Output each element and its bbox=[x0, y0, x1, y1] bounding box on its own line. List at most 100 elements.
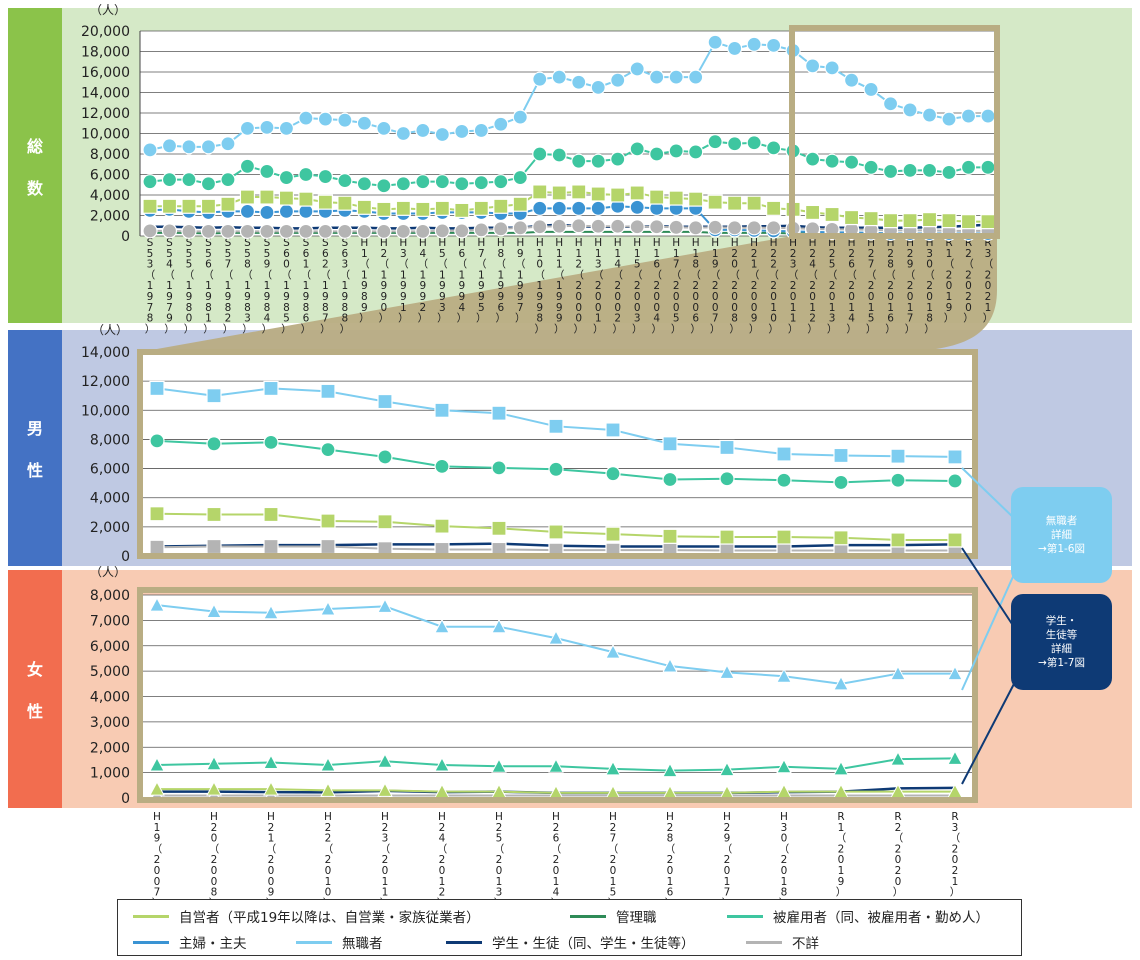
data-point-unknown bbox=[298, 223, 314, 239]
data-point-unknown bbox=[707, 219, 723, 235]
data-point-employed bbox=[882, 163, 899, 180]
y-tick-label: 6,000 bbox=[90, 639, 130, 655]
data-point-self-employed bbox=[707, 194, 723, 210]
data-point-employed bbox=[181, 172, 197, 188]
x-tick-label: R 2 （2 0 2 0） bbox=[963, 237, 974, 325]
data-point-self-employed bbox=[776, 529, 792, 545]
data-point-unemployed bbox=[377, 393, 393, 410]
x-tick-label: H 5 （1 9 9 3） bbox=[437, 237, 448, 325]
data-point-unemployed bbox=[662, 657, 678, 673]
data-point-employed bbox=[206, 755, 222, 771]
data-point-unemployed bbox=[263, 604, 279, 620]
data-point-employed bbox=[649, 146, 665, 162]
data-point-employed bbox=[473, 175, 489, 191]
data-point-employed bbox=[824, 153, 840, 169]
student-detail-callout[interactable]: 学生・ 生徒等 詳細 →第1-7図 bbox=[1011, 594, 1112, 690]
tab-male-char-1: 男 bbox=[26, 419, 43, 438]
data-point-self-employed bbox=[605, 526, 621, 542]
data-point-employed bbox=[263, 434, 279, 450]
y-tick-label: 18,000 bbox=[81, 45, 130, 61]
x-tick-label: H 1 （1 9 8 9） bbox=[359, 237, 370, 325]
data-point-self-employed bbox=[746, 195, 762, 211]
data-point-unemployed bbox=[947, 449, 963, 465]
data-point-unemployed bbox=[298, 110, 314, 126]
callout-pointer-unemployed-male bbox=[961, 467, 1017, 521]
data-point-unemployed bbox=[833, 675, 849, 691]
data-point-self-employed bbox=[149, 781, 165, 796]
data-point-unemployed bbox=[746, 36, 762, 52]
tab-total: 総 数 bbox=[8, 8, 62, 323]
data-point-employed bbox=[688, 144, 704, 160]
data-point-unemployed bbox=[491, 405, 507, 421]
legend-label-unemployed: 無職者 bbox=[342, 936, 383, 952]
data-point-unknown bbox=[239, 223, 256, 239]
data-point-unemployed bbox=[434, 402, 450, 418]
data-point-employed bbox=[377, 753, 393, 768]
data-point-unemployed bbox=[843, 72, 860, 88]
data-point-employed bbox=[149, 433, 165, 449]
data-point-unknown bbox=[206, 538, 222, 555]
data-point-employed bbox=[434, 174, 450, 190]
data-point-unemployed bbox=[149, 380, 165, 397]
data-point-employed bbox=[941, 164, 957, 181]
data-point-unknown bbox=[668, 219, 684, 235]
data-point-unknown bbox=[629, 219, 645, 235]
y-tick-label: 6,000 bbox=[90, 168, 130, 184]
data-point-employed bbox=[805, 151, 821, 167]
data-point-unemployed bbox=[149, 597, 165, 612]
data-point-unemployed bbox=[824, 60, 840, 76]
data-point-employed bbox=[142, 174, 158, 190]
data-point-employed bbox=[947, 473, 963, 489]
data-point-employed bbox=[512, 169, 528, 186]
data-point-self-employed bbox=[434, 518, 450, 534]
data-point-self-employed bbox=[727, 195, 743, 211]
data-point-unknown bbox=[493, 221, 509, 237]
data-point-employed bbox=[317, 168, 333, 185]
data-point-unemployed bbox=[473, 122, 489, 139]
x-tick-label: H 1 2 （2 0 0 0） bbox=[573, 237, 584, 335]
data-point-homemaker bbox=[259, 204, 275, 221]
data-point-self-employed bbox=[161, 198, 178, 214]
data-point-self-employed bbox=[415, 201, 431, 217]
data-point-unemployed bbox=[181, 139, 197, 155]
callout-pointer-unemployed-female bbox=[961, 569, 1017, 691]
tab-total-char-2: 数 bbox=[26, 178, 43, 198]
x-tick-label: H 2 （1 9 9 0） bbox=[379, 237, 390, 325]
data-point-employed bbox=[356, 176, 372, 192]
data-point-unknown bbox=[454, 223, 470, 239]
tab-female: 女 性 bbox=[8, 570, 62, 808]
data-point-self-employed bbox=[590, 186, 606, 202]
data-point-self-employed bbox=[947, 532, 963, 548]
data-point-unemployed bbox=[200, 139, 217, 155]
x-tick-label: S 5 9 （1 9 8 4） bbox=[262, 237, 273, 335]
data-point-unknown bbox=[434, 223, 450, 239]
data-point-self-employed bbox=[493, 198, 509, 214]
data-point-self-employed bbox=[610, 187, 626, 203]
y-tick-label: 10,000 bbox=[81, 127, 130, 143]
y-tick-label: 4,000 bbox=[90, 491, 130, 507]
data-point-unemployed bbox=[766, 37, 782, 53]
legend-item-student: 学生・生徒（同、学生・生徒等） bbox=[446, 932, 695, 952]
data-point-employed bbox=[206, 436, 222, 452]
y-tick-label: 20,000 bbox=[81, 24, 130, 40]
data-point-unemployed bbox=[727, 40, 743, 57]
x-tick-label: S 5 5 （1 9 8 0） bbox=[184, 237, 195, 335]
unemployed-detail-callout[interactable]: 無職者 詳細 →第1-6図 bbox=[1011, 487, 1112, 583]
data-point-employed bbox=[719, 761, 735, 777]
data-point-unemployed bbox=[434, 618, 450, 634]
data-point-unemployed bbox=[259, 119, 275, 135]
data-point-employed bbox=[605, 760, 621, 776]
data-point-self-employed bbox=[149, 506, 165, 522]
data-point-employed bbox=[263, 754, 279, 769]
x-tick-label: S 6 2 （1 9 8 7） bbox=[320, 237, 331, 335]
y-tick-label: 2,000 bbox=[90, 520, 130, 536]
